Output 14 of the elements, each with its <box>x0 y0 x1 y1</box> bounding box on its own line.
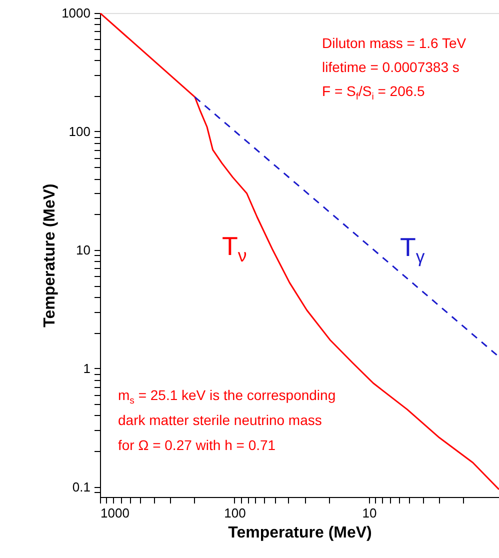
y-tick-label: 10 <box>76 242 90 258</box>
x-tick-label: 100 <box>224 506 246 520</box>
x-axis-title: Temperature (MeV) <box>228 524 372 542</box>
y-tick-label: 1000 <box>62 6 90 20</box>
x-tick-label: 10 <box>362 506 377 520</box>
y-axis-title: Temperature (MeV) <box>42 184 59 328</box>
annotation: Diluton mass = 1.6 TeV <box>322 35 467 51</box>
y-tick-label: 1 <box>83 360 90 376</box>
y-tick-label: 100 <box>68 124 90 139</box>
annotation: for Ω = 0.27 with h = 0.71 <box>118 437 276 453</box>
x-tick-label: 1000 <box>100 506 130 520</box>
y-tick-label: 0.1 <box>72 479 90 494</box>
annotation: dark matter sterile neutrino mass <box>118 412 322 428</box>
annotation: lifetime = 0.0007383 s <box>322 59 460 75</box>
